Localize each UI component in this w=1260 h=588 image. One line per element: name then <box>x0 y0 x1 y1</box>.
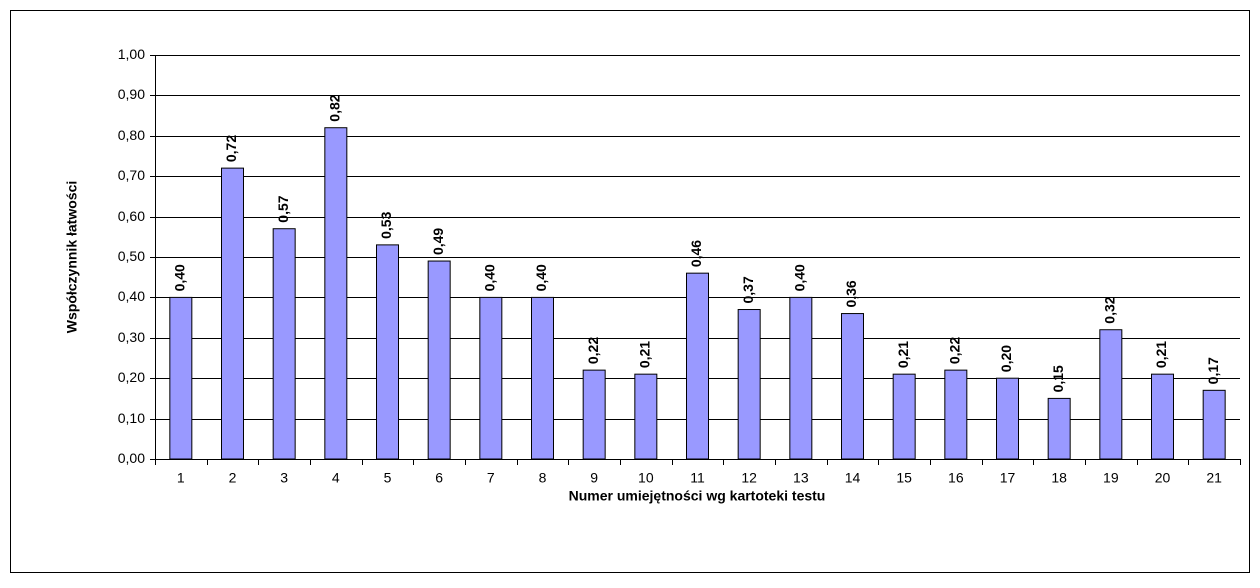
value-label: 0,40 <box>172 264 188 291</box>
bar <box>1047 397 1071 460</box>
x-tick-label: 2 <box>229 470 237 486</box>
bar <box>1099 329 1123 460</box>
y-axis-title: Współczynnik łatwości <box>64 181 80 333</box>
x-tick-label: 4 <box>332 470 340 486</box>
bar <box>169 296 193 460</box>
y-tick-label: 0,90 <box>118 86 145 102</box>
value-label: 0,40 <box>792 264 808 291</box>
value-label: 0,49 <box>430 228 446 255</box>
value-label: 0,57 <box>275 195 291 222</box>
value-label: 0,40 <box>533 264 549 291</box>
x-tick-label: 5 <box>384 470 392 486</box>
value-label: 0,15 <box>1050 365 1066 392</box>
x-tick-label: 7 <box>487 470 495 486</box>
x-tick-label: 9 <box>590 470 598 486</box>
x-tick-label: 13 <box>793 470 809 486</box>
x-tick-label: 8 <box>539 470 547 486</box>
value-label: 0,32 <box>1102 296 1118 323</box>
x-tick-label: 11 <box>690 470 705 486</box>
value-label: 0,37 <box>740 276 756 303</box>
bar <box>582 369 606 460</box>
x-tick-label: 17 <box>1000 470 1016 486</box>
value-label: 0,40 <box>482 264 498 291</box>
y-tick-label: 0,30 <box>118 329 145 345</box>
value-label: 0,17 <box>1205 357 1221 384</box>
y-tick-label: 0,70 <box>118 167 145 183</box>
value-label: 0,21 <box>637 341 653 368</box>
x-axis-title: Numer umiejętności wg kartoteki testu <box>569 488 826 504</box>
value-label: 0,53 <box>378 211 394 238</box>
y-tick-label: 0,00 <box>118 450 145 466</box>
bar <box>634 373 658 460</box>
x-tick-label: 20 <box>1155 470 1171 486</box>
y-tick-label: 1,00 <box>118 46 145 62</box>
bar <box>686 272 709 460</box>
x-tick-label: 21 <box>1206 470 1222 486</box>
x-tick-label: 18 <box>1051 470 1067 486</box>
y-tick-label: 0,50 <box>118 248 145 264</box>
x-tick-label: 3 <box>280 470 288 486</box>
value-label: 0,21 <box>1153 341 1169 368</box>
bar <box>892 373 916 460</box>
x-tick-label: 15 <box>896 470 912 486</box>
x-tick-label: 14 <box>845 470 861 486</box>
value-label: 0,22 <box>585 337 601 364</box>
x-tick-label: 6 <box>435 470 443 486</box>
bar <box>376 244 399 460</box>
y-tick-label: 0,80 <box>118 127 145 143</box>
y-tick-label: 0,40 <box>118 288 145 304</box>
bar <box>944 369 968 460</box>
value-label: 0,22 <box>947 337 963 364</box>
x-tick-label: 19 <box>1103 470 1119 486</box>
chart-border <box>10 10 1250 573</box>
x-tick-label: 16 <box>948 470 964 486</box>
value-label: 0,20 <box>998 345 1014 372</box>
x-tick-label: 12 <box>741 470 757 486</box>
bar <box>1202 389 1226 460</box>
bar <box>324 127 348 460</box>
bar <box>737 309 761 460</box>
bar <box>841 313 864 460</box>
y-tick-label: 0,20 <box>118 369 145 385</box>
bar <box>427 260 451 460</box>
bar <box>272 228 296 460</box>
x-tick-label: 10 <box>638 470 654 486</box>
bar <box>996 377 1019 460</box>
bar <box>789 296 813 460</box>
bar <box>479 296 503 460</box>
value-label: 0,46 <box>688 240 704 267</box>
bar <box>531 296 554 460</box>
x-tick-label: 1 <box>177 470 185 486</box>
y-tick-label: 0,10 <box>118 410 145 426</box>
bar <box>221 167 244 460</box>
y-tick-label: 0,60 <box>118 208 145 224</box>
value-label: 0,82 <box>327 94 343 121</box>
value-label: 0,21 <box>895 341 911 368</box>
value-label: 0,72 <box>223 135 239 162</box>
value-label: 0,36 <box>843 280 859 307</box>
bar <box>1151 373 1174 460</box>
